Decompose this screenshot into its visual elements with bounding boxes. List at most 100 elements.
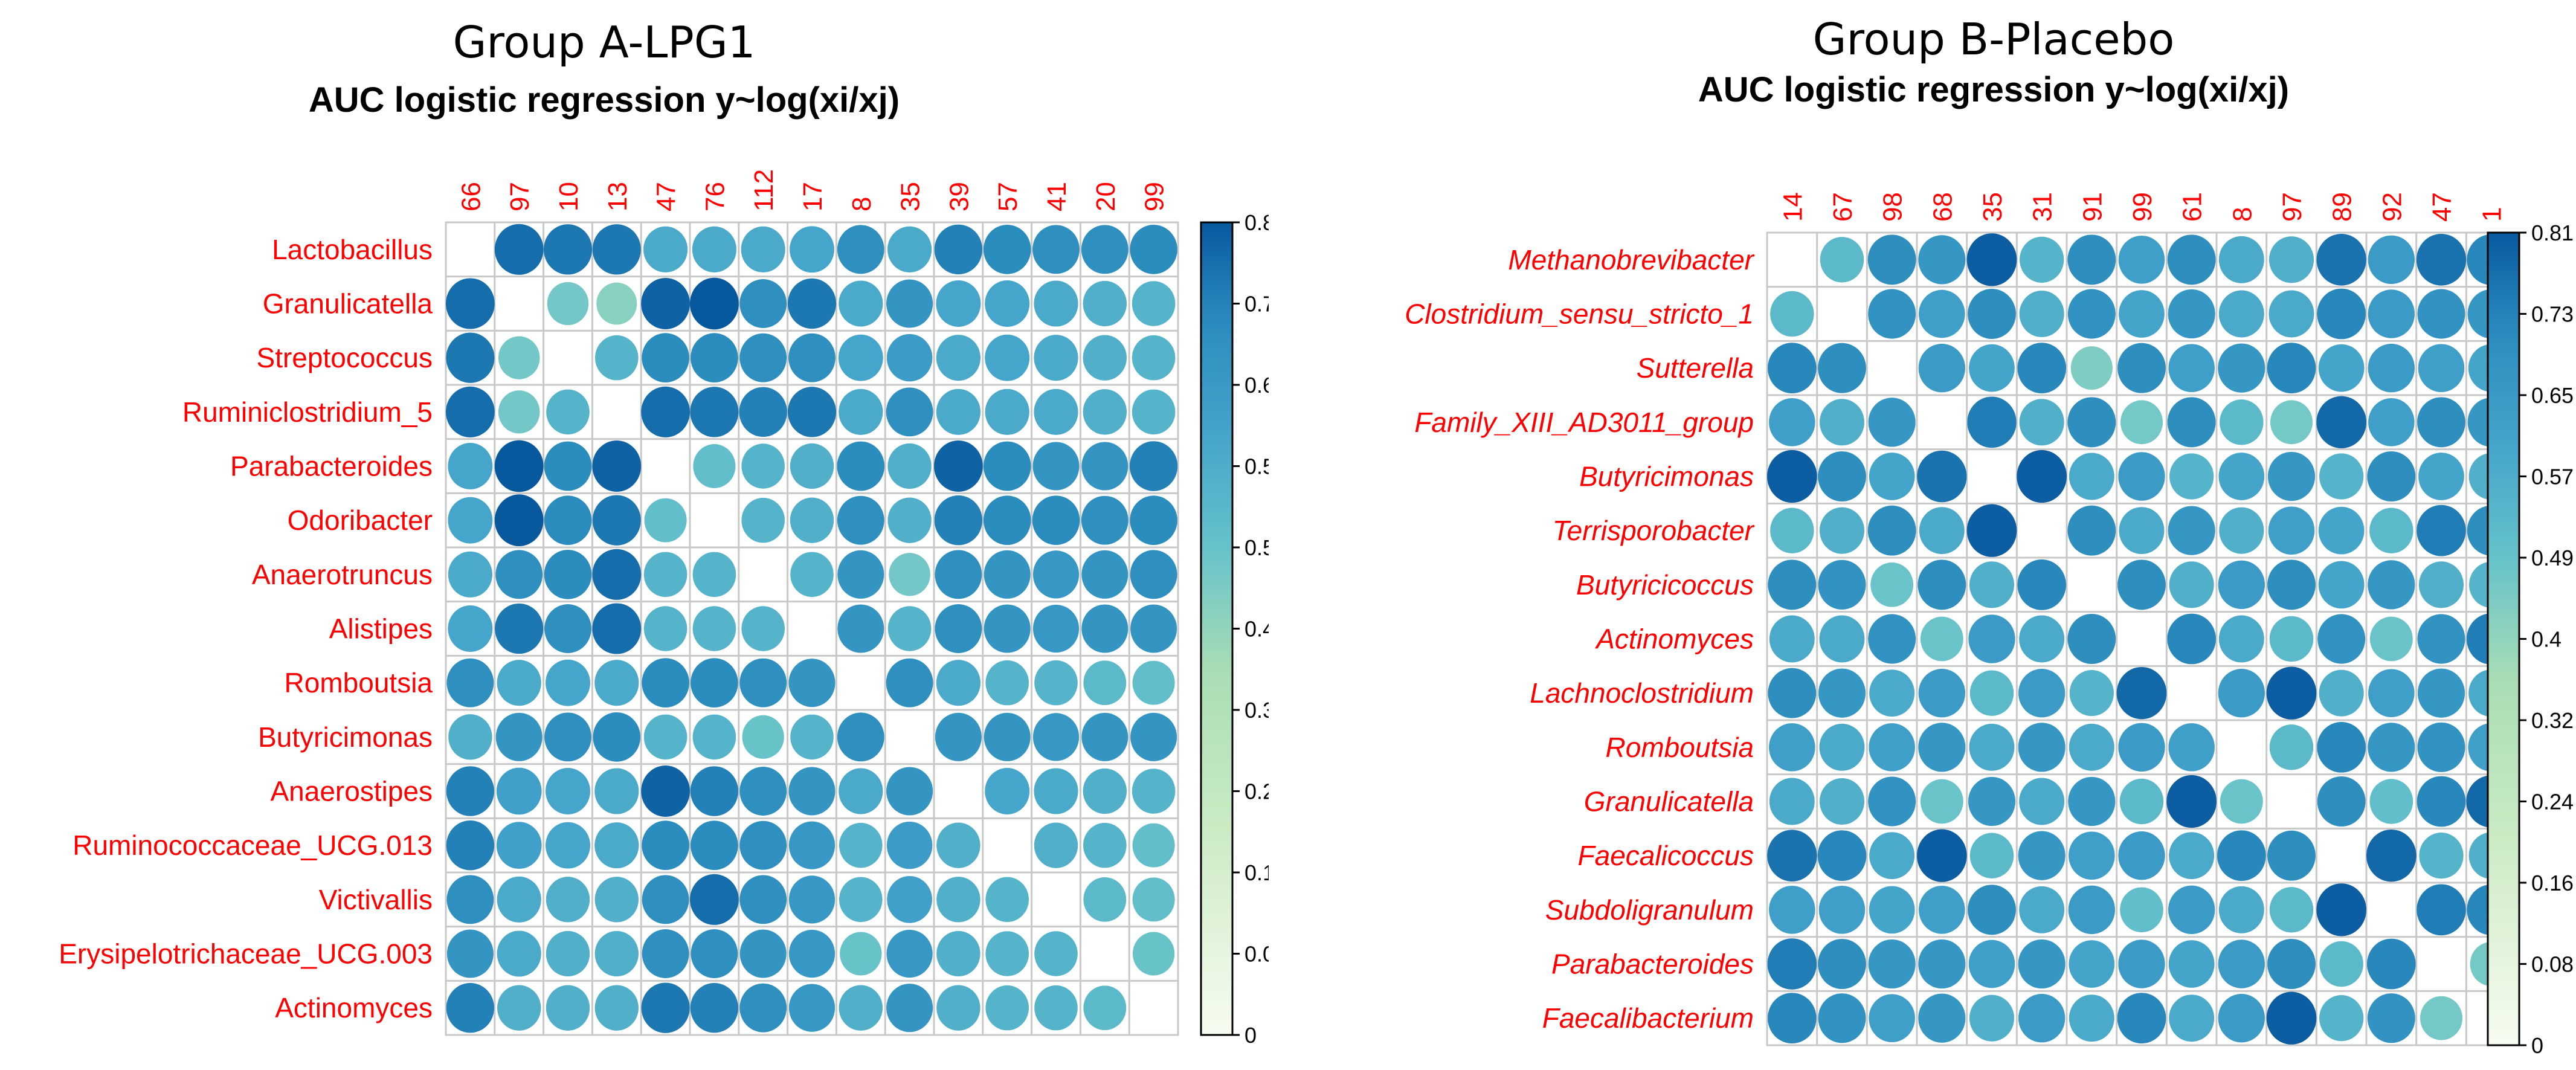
heatmap-cell — [1769, 886, 1815, 934]
colorbar: 0.81 0.73 0.65 0.57 0.49 0.4 0.32 0.24 0.16 0.08 0 — [2487, 221, 2574, 1058]
heatmap-cell — [2117, 343, 2166, 393]
heatmap-cell — [1819, 723, 1865, 771]
heatmap-cell — [984, 550, 1031, 599]
heatmap-cell — [1919, 289, 1965, 338]
row-label: Alistipes — [329, 613, 433, 645]
heatmap-cell — [1132, 660, 1175, 705]
heatmap-cell — [2267, 938, 2316, 990]
row-label: Sutterella — [1637, 352, 1754, 384]
heatmap-cell — [642, 658, 689, 708]
heatmap-cell — [2317, 614, 2366, 664]
column-label: 91 — [2078, 192, 2107, 222]
grid-frame — [445, 221, 1179, 1036]
heatmap-cell — [2268, 236, 2314, 283]
heatmap-cell — [2267, 451, 2316, 501]
heatmap-cell — [2266, 666, 2317, 720]
heatmap-cell — [642, 929, 689, 978]
column-label: 14 — [1778, 192, 1808, 222]
heatmap-group-b: Group B-Placebo AUC logistic regression y… — [1405, 14, 2574, 1058]
heatmap-cell — [1968, 614, 2015, 663]
colorbar-tick-label: 0.57 — [2531, 465, 2574, 489]
heatmap-cell — [790, 443, 834, 489]
heatmap-cell — [934, 440, 983, 492]
heatmap-cell — [887, 497, 932, 543]
heatmap-cell — [1132, 769, 1176, 814]
heatmap-cell — [494, 440, 544, 492]
heatmap-cell — [2267, 559, 2316, 610]
heatmap-cell — [690, 874, 739, 925]
heatmap-cell — [1968, 776, 2016, 827]
heatmap-cell — [497, 660, 541, 706]
heatmap-cell — [1083, 660, 1127, 706]
heatmap-cell — [1083, 280, 1127, 327]
heatmap-cell — [2118, 723, 2165, 772]
row-label: Romboutsia — [1606, 732, 1754, 763]
row-label: Actinomyces — [1594, 624, 1754, 655]
heatmap-cell — [2019, 778, 2065, 825]
heatmap-cell — [935, 604, 982, 653]
heatmap-cell — [2319, 669, 2364, 717]
heatmap-cell — [643, 552, 687, 598]
heatmap-cell — [1869, 669, 1915, 717]
heatmap-cell — [837, 495, 884, 545]
heatmap-cell — [2316, 883, 2366, 936]
heatmap-cell — [2368, 235, 2415, 285]
heatmap-cell — [1768, 343, 1817, 394]
heatmap-cell — [741, 226, 785, 272]
heatmap-cell — [2316, 396, 2366, 449]
heatmap-cell — [2417, 614, 2465, 664]
heatmap-cell — [2368, 289, 2415, 338]
heatmap-cell — [2218, 236, 2264, 283]
cells — [446, 224, 1178, 1033]
heatmap-cell — [2319, 995, 2364, 1042]
heatmap-cell — [739, 279, 787, 328]
heatmap-cell — [1818, 938, 1866, 990]
heatmap-cell — [2218, 290, 2264, 338]
column-label: 98 — [1878, 192, 1908, 222]
heatmap-cell — [886, 658, 933, 707]
colorbar-tick-label: 0.08 — [1245, 942, 1269, 967]
heatmap-cell — [2017, 343, 2066, 394]
heatmap-cell — [594, 822, 639, 869]
heatmap-cell — [1918, 723, 1966, 772]
heatmap-cell — [739, 983, 787, 1033]
heatmap-cell — [2316, 234, 2366, 286]
heatmap-cell — [936, 930, 980, 977]
heatmap-cell — [788, 659, 836, 707]
colorbar-tick-label: 0.4 — [2531, 627, 2562, 652]
heatmap-cell — [887, 606, 932, 651]
column-label: 68 — [1928, 192, 1957, 222]
row-label: Ruminococcaceae_UCG.013 — [72, 830, 433, 861]
heatmap-cell — [2368, 398, 2415, 446]
heatmap-cell — [494, 494, 544, 547]
heatmap-cell — [1083, 768, 1127, 814]
column-label: 20 — [1091, 182, 1121, 211]
heatmap-cell — [592, 440, 642, 492]
heatmap-cell — [641, 982, 690, 1033]
heatmap-cell — [2069, 994, 2114, 1042]
row-label: Anaerotruncus — [252, 559, 433, 590]
heatmap-cell — [494, 224, 544, 275]
heatmap-cell — [2416, 234, 2467, 286]
heatmap-cell — [2267, 830, 2316, 881]
heatmap-cell — [1034, 335, 1078, 381]
heatmap-cell — [2368, 723, 2415, 772]
heatmap-cell — [2070, 346, 2113, 390]
heatmap-cell — [2168, 506, 2215, 555]
heatmap-cell — [643, 226, 688, 272]
group-title: Group A-LPG1 — [453, 17, 756, 68]
chart-title: AUC logistic regression y~log(xi/xj) — [1698, 70, 2289, 109]
chart-title: AUC logistic regression y~log(xi/xj) — [309, 80, 900, 120]
heatmap-cell — [1768, 668, 1817, 718]
heatmap-cell — [985, 877, 1029, 923]
heatmap-cell — [1083, 877, 1127, 922]
heatmap-cell — [2418, 453, 2464, 500]
heatmap-cell — [2069, 723, 2114, 771]
heatmap-cell — [1869, 723, 1915, 772]
heatmap-cell — [1969, 670, 2014, 716]
column-label: 92 — [2377, 192, 2407, 222]
heatmap-cell — [934, 224, 983, 275]
heatmap-cell — [1130, 550, 1177, 599]
heatmap-cell — [1917, 829, 1967, 882]
heatmap-cell — [2418, 561, 2464, 608]
